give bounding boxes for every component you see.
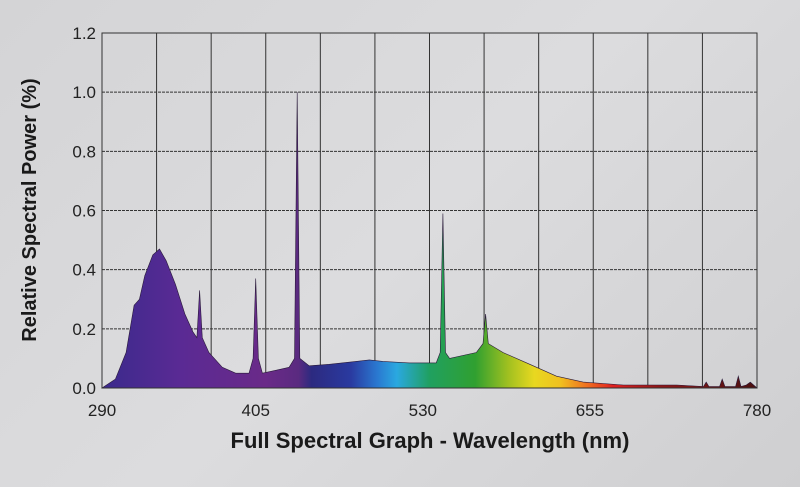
plot-frame [101,32,758,389]
y-tick-label: 0.0 [72,379,96,398]
y-tick-label: 0.4 [72,261,96,280]
x-tick-label: 655 [576,401,604,420]
y-tick-label: 1.2 [72,24,96,43]
spectrum-area [101,92,758,389]
x-tick-label: 530 [409,401,437,420]
x-tick-label: 405 [242,401,270,420]
y-axis-title: Relative Spectral Power (%) [19,78,41,341]
y-tick-label: 0.2 [72,320,96,339]
y-tick-label: 1.0 [72,83,96,102]
x-tick-label: 290 [88,401,116,420]
x-axis-title: Full Spectral Graph - Wavelength (nm) [231,428,630,453]
y-tick-label: 0.6 [72,202,96,221]
x-tick-label: 780 [743,401,771,420]
y-tick-label: 0.8 [72,142,96,161]
